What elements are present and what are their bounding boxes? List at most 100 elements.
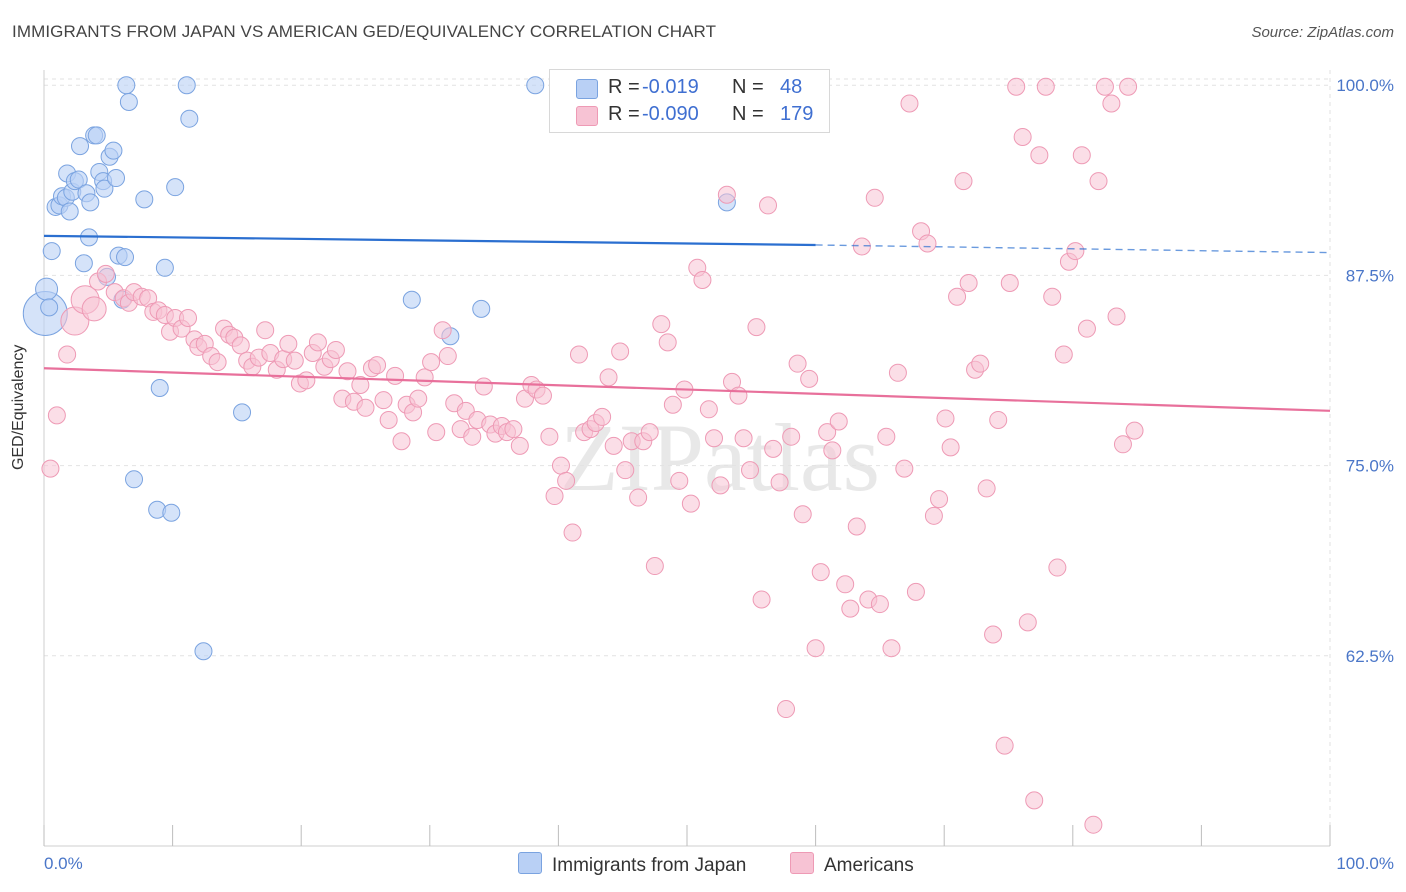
point-americans [847, 517, 866, 536]
point-americans [1030, 146, 1049, 165]
point-japan [166, 178, 185, 197]
point-americans [1077, 319, 1096, 338]
point-japan [40, 298, 59, 317]
point-americans [557, 471, 576, 490]
point-americans [604, 436, 623, 455]
point-americans [711, 476, 730, 495]
point-americans [616, 461, 635, 480]
point-americans [415, 368, 434, 387]
point-americans [1013, 127, 1032, 146]
point-americans [409, 389, 428, 408]
point-americans [1048, 558, 1067, 577]
legend: R = -0.019 N = 48 R = -0.090 N = 179 [549, 69, 830, 133]
point-americans [936, 409, 955, 428]
point-americans [906, 582, 925, 601]
point-japan [107, 169, 126, 188]
point-americans [1066, 242, 1085, 261]
point-americans [81, 296, 107, 322]
legend-r-value: -0.090 [642, 103, 699, 125]
point-americans [877, 427, 896, 446]
point-americans [788, 354, 807, 373]
point-japan [135, 190, 154, 209]
point-americans [882, 639, 901, 658]
point-americans [865, 188, 884, 207]
point-japan [74, 254, 93, 273]
point-americans [379, 410, 398, 429]
point-americans [179, 309, 198, 328]
point-japan [150, 379, 169, 398]
point-americans [368, 356, 387, 375]
point-americans [504, 420, 523, 439]
point-americans [1025, 791, 1044, 810]
tick-labels: 62.5% 75.0% 87.5% 100.0% 0.0% 100.0% [44, 76, 1394, 873]
point-americans [351, 375, 370, 394]
bottom-legend-swatch-japan [518, 852, 542, 874]
point-americans [811, 563, 830, 582]
legend-n-label: N = [732, 76, 764, 98]
point-japan [194, 642, 213, 661]
point-americans [977, 479, 996, 498]
point-americans [895, 459, 914, 478]
point-japan [35, 277, 59, 301]
point-americans [510, 436, 529, 455]
point-americans [948, 287, 967, 306]
y-tick-label: 75.0% [1346, 457, 1394, 476]
point-americans [58, 345, 77, 364]
point-americans [392, 432, 411, 451]
point-americans [256, 321, 275, 340]
point-americans [1119, 77, 1138, 96]
point-americans [231, 336, 250, 355]
point-americans [729, 386, 748, 405]
point-americans [770, 473, 789, 492]
point-japan [87, 126, 106, 145]
point-americans [563, 523, 582, 542]
point-americans [777, 700, 796, 719]
point-americans [764, 439, 783, 458]
point-americans [918, 234, 937, 253]
point-americans [540, 427, 559, 446]
point-americans [699, 400, 718, 419]
point-americans [422, 353, 441, 372]
point-americans [593, 407, 612, 426]
legend-r-label: R = [608, 103, 640, 125]
legend-r-value: -0.019 [642, 76, 699, 98]
point-americans [663, 395, 682, 414]
point-americans [629, 488, 648, 507]
point-americans [208, 353, 227, 372]
point-americans [759, 196, 778, 215]
point-americans [741, 461, 760, 480]
legend-n-value: 48 [780, 76, 803, 98]
point-americans [433, 321, 452, 340]
point-japan [177, 76, 196, 95]
point-americans [1113, 435, 1132, 454]
point-americans [551, 456, 570, 475]
point-americans [1102, 94, 1121, 113]
point-japan [117, 76, 136, 95]
point-americans [900, 94, 919, 113]
point-americans [823, 441, 842, 460]
chart-source: Source: ZipAtlas.com [1251, 24, 1394, 41]
point-americans [645, 557, 664, 576]
point-japan [60, 202, 79, 221]
point-americans [1072, 146, 1091, 165]
point-americans [793, 505, 812, 524]
point-japan [95, 179, 114, 198]
bottom-legend-japan: Immigrants from Japan [518, 852, 746, 877]
y-tick-label: 62.5% [1346, 647, 1394, 666]
point-americans [870, 595, 889, 614]
axes [43, 70, 1331, 847]
point-americans [438, 347, 457, 366]
point-americans [984, 625, 1003, 644]
point-americans [297, 371, 316, 390]
x-tick-label: 0.0% [44, 854, 83, 873]
point-americans [599, 368, 618, 387]
point-americans [47, 406, 66, 425]
point-americans [852, 237, 871, 256]
point-americans [41, 459, 60, 478]
trend-line-japan [43, 234, 816, 247]
point-japan [119, 92, 138, 111]
point-americans [1084, 815, 1103, 834]
point-americans [611, 342, 630, 361]
point-americans [693, 270, 712, 289]
